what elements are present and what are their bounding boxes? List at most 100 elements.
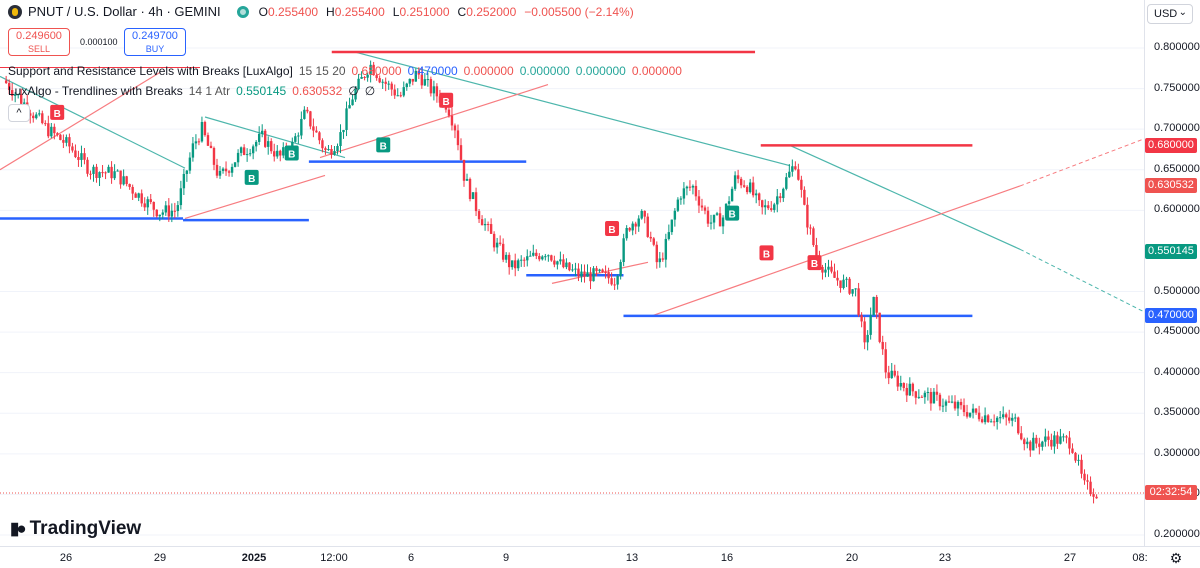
- candle-up: [1001, 414, 1005, 418]
- candle-down: [607, 272, 610, 279]
- candle-up: [342, 129, 345, 133]
- candle-down: [390, 83, 393, 90]
- time-tick-label: 13: [625, 552, 639, 564]
- currency-selector[interactable]: USD ⌄: [1147, 4, 1193, 24]
- candle-up: [565, 262, 568, 268]
- candle-down: [803, 189, 806, 205]
- candle-up: [179, 188, 183, 206]
- trendline-down: [354, 51, 791, 167]
- candle-up: [483, 224, 487, 226]
- chevron-down-icon: ⌄: [1178, 7, 1187, 18]
- candle-up: [709, 222, 713, 224]
- price-axis-border: [1144, 0, 1145, 546]
- gear-icon[interactable]: ⚙: [1169, 550, 1183, 566]
- candle-up: [158, 214, 161, 217]
- candle-down: [59, 134, 62, 140]
- candle-down: [863, 321, 866, 343]
- price-tick-label: 0.700000: [1154, 122, 1200, 135]
- candle-up: [137, 193, 140, 198]
- candle-down: [32, 115, 35, 119]
- bullish-break-label: B: [244, 169, 259, 185]
- candle-up: [989, 421, 993, 423]
- candle-up: [532, 252, 535, 256]
- sell-button[interactable]: 0.249600 SELL: [8, 28, 70, 56]
- candle-up: [1041, 441, 1044, 447]
- candle-up: [824, 269, 827, 273]
- indicator-name[interactable]: LuxAlgo - Trendlines with Breaks: [8, 84, 183, 98]
- candle-down: [197, 141, 201, 143]
- candle-down: [447, 109, 451, 116]
- candle-down: [821, 267, 824, 273]
- candle-down: [758, 193, 761, 201]
- candle-up: [571, 269, 574, 271]
- candle-down: [604, 272, 607, 274]
- candle-up: [827, 266, 830, 270]
- indicator-name[interactable]: Support and Resistance Levels with Break…: [8, 64, 293, 78]
- bearish-break-label-box: [50, 104, 65, 120]
- candle-up: [239, 147, 243, 153]
- indicator-value: 0.680000: [351, 64, 402, 78]
- symbol-title[interactable]: PNUT / U.S. Dollar · 4h · GEMINI: [28, 4, 221, 19]
- bullish-break-label-text: B: [248, 174, 255, 185]
- indicator-legend-sr[interactable]: Support and Resistance Levels with Break…: [8, 64, 682, 78]
- candle-down: [477, 211, 481, 220]
- candle-down: [140, 193, 143, 204]
- trendline-up: [0, 71, 161, 171]
- candle-down: [538, 256, 541, 260]
- candle-up: [426, 79, 430, 81]
- candle-down: [270, 141, 273, 152]
- candle-down: [797, 169, 800, 180]
- bullish-break-label: B: [725, 205, 740, 221]
- indicator-legend-trendlines[interactable]: LuxAlgo - Trendlines with Breaks 14 1 At…: [8, 84, 375, 98]
- trendline-down: [789, 144, 1021, 250]
- candle-up: [715, 213, 719, 215]
- candle-down: [206, 135, 210, 146]
- candle-down: [450, 115, 454, 126]
- candle-up: [544, 256, 547, 258]
- candle-up: [38, 113, 41, 115]
- candle-up: [191, 143, 195, 158]
- candle-up: [13, 94, 17, 96]
- candle-up: [995, 417, 999, 422]
- candle-up: [944, 401, 948, 406]
- candle-down: [643, 210, 646, 217]
- bullish-break-label-box: [725, 205, 740, 221]
- candle-down: [20, 94, 23, 104]
- indicator-value: 0.630532: [292, 84, 343, 98]
- time-tick-label: 20: [845, 552, 859, 564]
- candle-up: [182, 173, 186, 189]
- spread-value: 0.000100: [80, 37, 118, 47]
- candle-down: [420, 74, 424, 86]
- candle-down: [595, 268, 598, 272]
- candle-down: [474, 192, 478, 212]
- candle-down: [321, 140, 324, 149]
- candle-up: [327, 149, 330, 151]
- buy-button[interactable]: 0.249700 BUY: [124, 28, 186, 56]
- symbol-legend[interactable]: PNUT / U.S. Dollar · 4h · GEMINI O0.2554…: [8, 4, 636, 19]
- candle-up: [369, 64, 372, 75]
- collapse-legend-button[interactable]: ^: [8, 104, 30, 122]
- candle-down: [315, 130, 318, 133]
- candle-up: [194, 141, 198, 144]
- ohlc-high: H0.255400: [326, 4, 385, 19]
- candle-up: [218, 170, 222, 176]
- candle-up: [387, 83, 390, 85]
- candle-down: [905, 387, 909, 396]
- candle-down: [745, 186, 749, 193]
- candle-up: [116, 170, 119, 172]
- candle-up: [676, 199, 680, 211]
- candle-up: [248, 153, 252, 155]
- candle-down: [501, 243, 505, 260]
- candle-up: [529, 255, 532, 257]
- candle-up: [267, 141, 270, 147]
- candle-up: [773, 204, 776, 210]
- candle-down: [152, 202, 155, 210]
- candle-up: [727, 201, 731, 204]
- candle-up: [1014, 417, 1017, 419]
- candle-down: [1050, 439, 1053, 447]
- candle-down: [372, 64, 375, 76]
- bullish-break-label-box: [376, 137, 391, 153]
- candle-up: [682, 188, 686, 199]
- candle-up: [658, 258, 661, 263]
